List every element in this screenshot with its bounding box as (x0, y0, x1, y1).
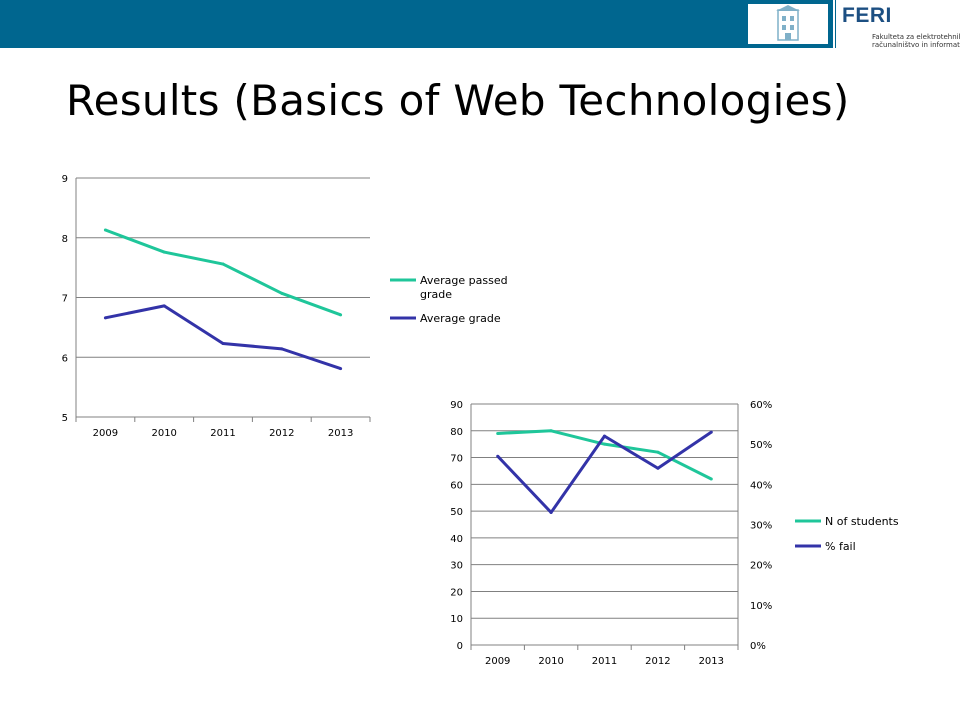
y-tick-label: 6 (62, 353, 68, 364)
data-point (656, 466, 660, 470)
feri-logo-subtitle-2: računalništvo in informatiko (872, 41, 960, 49)
x-tick-label: 2011 (592, 656, 617, 667)
x-tick-label: 2013 (699, 656, 724, 667)
legend-label: Average grade (420, 312, 501, 325)
data-point (162, 304, 166, 308)
slide-title: Results (Basics of Web Technologies) (66, 76, 850, 125)
feri-logo-subtitle-1: Fakulteta za elektrotehniko, (872, 33, 960, 41)
data-point (549, 429, 553, 433)
data-point (280, 347, 284, 351)
x-tick-label: 2012 (269, 428, 294, 439)
y-tick-label: 40 (450, 534, 463, 545)
y-tick-label: 20 (450, 587, 463, 598)
y-tick-label: 80 (450, 427, 463, 438)
legend-label: Average passed grade (420, 274, 508, 301)
feri-logo-panel (836, 0, 960, 48)
data-point (709, 430, 713, 434)
y-tick-label: 8 (62, 234, 68, 245)
y-tick-label: 70 (450, 454, 463, 465)
data-point (280, 291, 284, 295)
y2-tick-label: 50% (750, 440, 772, 451)
data-point (549, 510, 553, 514)
y-tick-label: 9 (62, 174, 68, 185)
y2-tick-label: 20% (750, 561, 772, 572)
y-tick-label: 0 (457, 641, 463, 652)
y2-tick-label: 60% (750, 400, 772, 411)
y-tick-label: 5 (62, 413, 68, 424)
x-tick-label: 2011 (210, 428, 235, 439)
data-point (603, 434, 606, 438)
data-point (496, 431, 500, 435)
y2-tick-label: 0% (750, 641, 766, 652)
y-tick-label: 90 (450, 400, 463, 411)
y-tick-label: 30 (450, 561, 463, 572)
y-tick-label: 60 (450, 480, 463, 491)
x-tick-label: 2010 (151, 428, 176, 439)
x-tick-label: 2009 (93, 428, 118, 439)
x-tick-label: 2013 (328, 428, 353, 439)
data-point (709, 477, 713, 481)
feri-logo-word: FERI (842, 4, 892, 27)
x-tick-label: 2010 (538, 656, 563, 667)
data-point (496, 454, 500, 458)
y2-tick-label: 40% (750, 480, 772, 491)
x-tick-label: 2009 (485, 656, 510, 667)
y2-tick-label: 10% (750, 601, 772, 612)
x-tick-label: 2012 (645, 656, 670, 667)
legend-label-line: Average passed (420, 274, 508, 287)
legend-label: % fail (825, 540, 856, 553)
data-point (103, 228, 107, 232)
legend-label-line: grade (420, 288, 452, 301)
building-logo-icon (748, 4, 828, 44)
data-point (339, 313, 343, 317)
y-tick-label: 50 (450, 507, 463, 518)
data-point (162, 250, 166, 254)
logo-divider (833, 0, 835, 48)
data-point (221, 342, 225, 346)
y-tick-label: 7 (62, 294, 68, 305)
data-point (603, 442, 606, 446)
legend-label: N of students (825, 515, 899, 528)
y-tick-label: 10 (450, 614, 463, 625)
data-point (103, 316, 107, 320)
data-point (221, 262, 225, 266)
data-point (656, 450, 660, 454)
data-point (339, 367, 343, 371)
y2-tick-label: 30% (750, 521, 772, 532)
